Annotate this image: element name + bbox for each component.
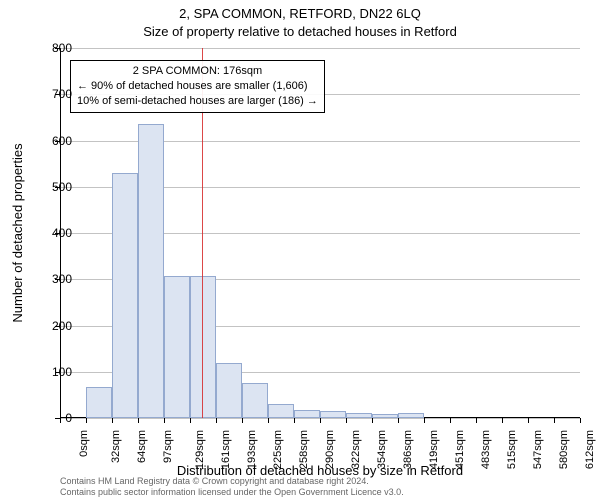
y-tick-label: 0 xyxy=(32,411,72,425)
x-tick-mark xyxy=(242,418,243,423)
x-tick-mark xyxy=(372,418,373,423)
y-tick-label: 400 xyxy=(32,226,72,240)
x-tick-label: 322sqm xyxy=(350,430,362,469)
y-tick-label: 200 xyxy=(32,319,72,333)
grid-line xyxy=(60,48,580,49)
x-tick-label: 64sqm xyxy=(136,430,148,463)
attribution-line1: Contains HM Land Registry data © Crown c… xyxy=(60,476,404,487)
x-tick-label: 258sqm xyxy=(298,430,310,469)
y-tick-label: 500 xyxy=(32,180,72,194)
x-tick-mark xyxy=(138,418,139,423)
x-tick-mark xyxy=(164,418,165,423)
annotation-line: 2 SPA COMMON: 176sqm xyxy=(77,64,318,79)
x-tick-label: 97sqm xyxy=(162,430,174,463)
x-tick-label: 483sqm xyxy=(480,430,492,469)
x-tick-label: 193sqm xyxy=(246,430,258,469)
x-tick-mark xyxy=(476,418,477,423)
x-tick-mark xyxy=(554,418,555,423)
x-tick-label: 451sqm xyxy=(454,430,466,469)
x-tick-label: 225sqm xyxy=(272,430,284,469)
histogram-bar xyxy=(112,173,138,418)
attribution: Contains HM Land Registry data © Crown c… xyxy=(60,476,404,498)
histogram-bar xyxy=(346,413,372,418)
histogram-bar xyxy=(372,414,398,418)
histogram-bar xyxy=(164,276,190,418)
annotation-line: 10% of semi-detached houses are larger (… xyxy=(77,94,318,109)
y-axis-label: Number of detached properties xyxy=(10,143,25,322)
x-tick-label: 419sqm xyxy=(428,430,440,469)
x-tick-mark xyxy=(190,418,191,423)
x-tick-mark xyxy=(450,418,451,423)
attribution-line2: Contains public sector information licen… xyxy=(60,487,404,498)
y-tick-label: 800 xyxy=(32,41,72,55)
x-tick-mark xyxy=(398,418,399,423)
x-tick-label: 0sqm xyxy=(78,430,90,457)
plot-area: 2 SPA COMMON: 176sqm← 90% of detached ho… xyxy=(60,48,580,418)
y-tick-label: 700 xyxy=(32,87,72,101)
y-tick-label: 600 xyxy=(32,134,72,148)
x-tick-mark xyxy=(112,418,113,423)
chart-subtitle: Size of property relative to detached ho… xyxy=(0,24,600,39)
x-tick-mark xyxy=(268,418,269,423)
annotation-line: ← 90% of detached houses are smaller (1,… xyxy=(77,79,318,94)
x-tick-label: 129sqm xyxy=(194,430,206,469)
x-tick-label: 32sqm xyxy=(110,430,122,463)
histogram-bar xyxy=(294,410,320,418)
chart-container: 2, SPA COMMON, RETFORD, DN22 6LQ Size of… xyxy=(0,0,600,500)
x-tick-label: 161sqm xyxy=(220,430,232,469)
x-tick-mark xyxy=(346,418,347,423)
chart-title: 2, SPA COMMON, RETFORD, DN22 6LQ xyxy=(0,6,600,21)
histogram-bar xyxy=(138,124,164,418)
histogram-bar xyxy=(320,411,346,418)
x-tick-mark xyxy=(294,418,295,423)
x-tick-mark xyxy=(320,418,321,423)
x-tick-label: 290sqm xyxy=(324,430,336,469)
x-tick-mark xyxy=(424,418,425,423)
x-tick-label: 612sqm xyxy=(584,430,596,469)
x-tick-label: 580sqm xyxy=(558,430,570,469)
x-tick-label: 386sqm xyxy=(402,430,414,469)
y-tick-label: 300 xyxy=(32,272,72,286)
x-tick-mark xyxy=(216,418,217,423)
x-tick-label: 547sqm xyxy=(532,430,544,469)
histogram-bar xyxy=(268,404,294,418)
histogram-bar xyxy=(216,363,242,418)
x-tick-label: 515sqm xyxy=(506,430,518,469)
histogram-bar xyxy=(398,413,424,418)
x-tick-mark xyxy=(528,418,529,423)
x-tick-mark xyxy=(580,418,581,423)
x-tick-mark xyxy=(86,418,87,423)
annotation-box: 2 SPA COMMON: 176sqm← 90% of detached ho… xyxy=(70,60,325,113)
x-tick-mark xyxy=(502,418,503,423)
histogram-bar xyxy=(86,387,112,418)
x-tick-label: 354sqm xyxy=(376,430,388,469)
histogram-bar xyxy=(242,383,268,418)
y-tick-label: 100 xyxy=(32,365,72,379)
